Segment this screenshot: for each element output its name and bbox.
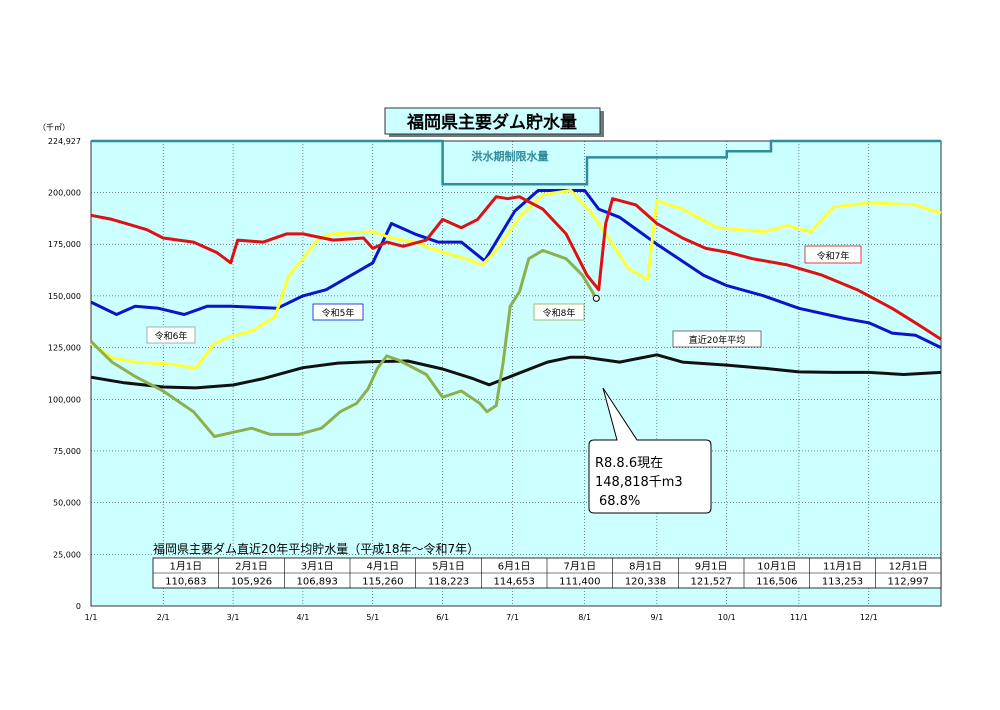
table-header-cell: 2月1日 <box>235 561 268 573</box>
table-value-cell: 113,253 <box>822 577 863 588</box>
y-tick-label: 150,000 <box>48 292 81 301</box>
series-label-avg: 直近20年平均 <box>672 330 762 348</box>
svg-text:令和6年: 令和6年 <box>155 330 188 342</box>
flood-limit-label: 洪水期制限水量 <box>472 149 549 163</box>
x-tick-label: 11/1 <box>790 613 808 622</box>
table-header-cell: 8月1日 <box>629 561 662 573</box>
y-axis-ticks: 224,927 200,000 175,000 150,000 125,000 100,0… <box>48 137 81 611</box>
table-value-cell: 110,683 <box>165 577 206 588</box>
table-value-cell: 115,260 <box>362 577 403 588</box>
table-header-cell: 9月1日 <box>695 561 728 573</box>
series-label-r7: 令和7年 <box>804 245 862 264</box>
table-header-cell: 3月1日 <box>301 561 334 573</box>
x-tick-label: 7/1 <box>506 613 519 622</box>
svg-text:令和5年: 令和5年 <box>322 307 355 319</box>
series-label-r6: 令和6年 <box>146 326 196 344</box>
x-tick-label: 8/1 <box>578 613 591 622</box>
current-value-callout: R8.8.6現在 148,818千m3 68.8% <box>588 387 712 514</box>
average-table-title: 福岡県主要ダム直近20年平均貯水量（平成18年～令和7年） <box>153 541 479 556</box>
x-tick-label: 9/1 <box>650 613 663 622</box>
svg-text:令和8年: 令和8年 <box>543 307 576 319</box>
table-header-cell: 7月1日 <box>563 561 596 573</box>
series-line-2 <box>90 195 942 341</box>
table-value-cell: 120,338 <box>625 577 666 588</box>
series-line-4 <box>90 353 942 390</box>
x-tick-label: 10/1 <box>718 613 736 622</box>
table-header-cell: 11月1日 <box>823 561 862 573</box>
x-tick-label: 2/1 <box>157 613 170 622</box>
current-value-marker <box>592 294 600 302</box>
unit-label: （千㎥） <box>38 122 70 132</box>
flood-limit-polyline <box>91 139 941 186</box>
table-header-cell: 6月1日 <box>498 561 531 573</box>
svg-text:令和7年: 令和7年 <box>817 250 850 262</box>
y-tick-label: 75,000 <box>53 447 81 456</box>
y-tick-label: 0 <box>76 602 81 611</box>
table-header-cell: 4月1日 <box>366 561 399 573</box>
y-tick-label: 224,927 <box>48 137 81 146</box>
y-tick-label: 25,000 <box>53 550 81 559</box>
table-value-cell: 114,653 <box>493 577 534 588</box>
x-tick-label: 12/1 <box>860 613 878 622</box>
callout-line-1: R8.8.6現在 <box>595 456 663 471</box>
series-line-3 <box>89 248 598 438</box>
y-tick-label: 100,000 <box>48 395 81 404</box>
table-value-cell: 118,223 <box>428 577 469 588</box>
x-tick-label: 5/1 <box>366 613 379 622</box>
table-header-cell: 1月1日 <box>169 561 202 573</box>
x-axis-ticks: 1/1 2/1 3/1 4/1 5/1 6/1 7/1 8/1 9/1 10/1 11/1 12/1 <box>85 613 878 622</box>
y-tick-label: 50,000 <box>53 499 81 508</box>
average-table: 1月1日 2月1日 3月1日 4月1日 5月1日 6月1日 7月1日 8月1日 9月1日 10月1… <box>152 557 942 589</box>
table-value-cell: 112,997 <box>887 577 928 588</box>
table-value-cell: 111,400 <box>559 577 600 588</box>
series-group <box>89 189 942 438</box>
chart-title-box: 福岡県主要ダム貯水量 <box>384 107 604 137</box>
table-header-cell: 10月1日 <box>757 561 796 573</box>
table-value-cell: 116,506 <box>756 577 797 588</box>
series-line-1 <box>90 189 942 370</box>
series-label-r8: 令和8年 <box>533 303 585 321</box>
y-tick-label: 200,000 <box>48 189 81 198</box>
callout-line-3: 68.8% <box>599 494 640 509</box>
grid-lines <box>91 141 941 606</box>
x-tick-label: 4/1 <box>296 613 309 622</box>
table-value-cell: 106,893 <box>296 577 337 588</box>
table-header-cell: 5月1日 <box>432 561 465 573</box>
chart-title: 福岡県主要ダム貯水量 <box>406 112 577 133</box>
y-tick-label: 125,000 <box>48 344 81 353</box>
table-header-cell: 12月1日 <box>889 561 928 573</box>
flood-limit-line <box>91 139 941 186</box>
x-tick-label: 3/1 <box>227 613 240 622</box>
x-tick-label: 1/1 <box>85 613 98 622</box>
y-tick-label: 175,000 <box>48 240 81 249</box>
callout-line-2: 148,818千m3 <box>595 475 683 490</box>
table-value-cell: 105,926 <box>231 577 272 588</box>
x-tick-label: 6/1 <box>436 613 449 622</box>
table-value-cell: 121,527 <box>690 577 731 588</box>
series-label-r5: 令和5年 <box>312 303 364 321</box>
svg-text:直近20年平均: 直近20年平均 <box>689 334 745 346</box>
